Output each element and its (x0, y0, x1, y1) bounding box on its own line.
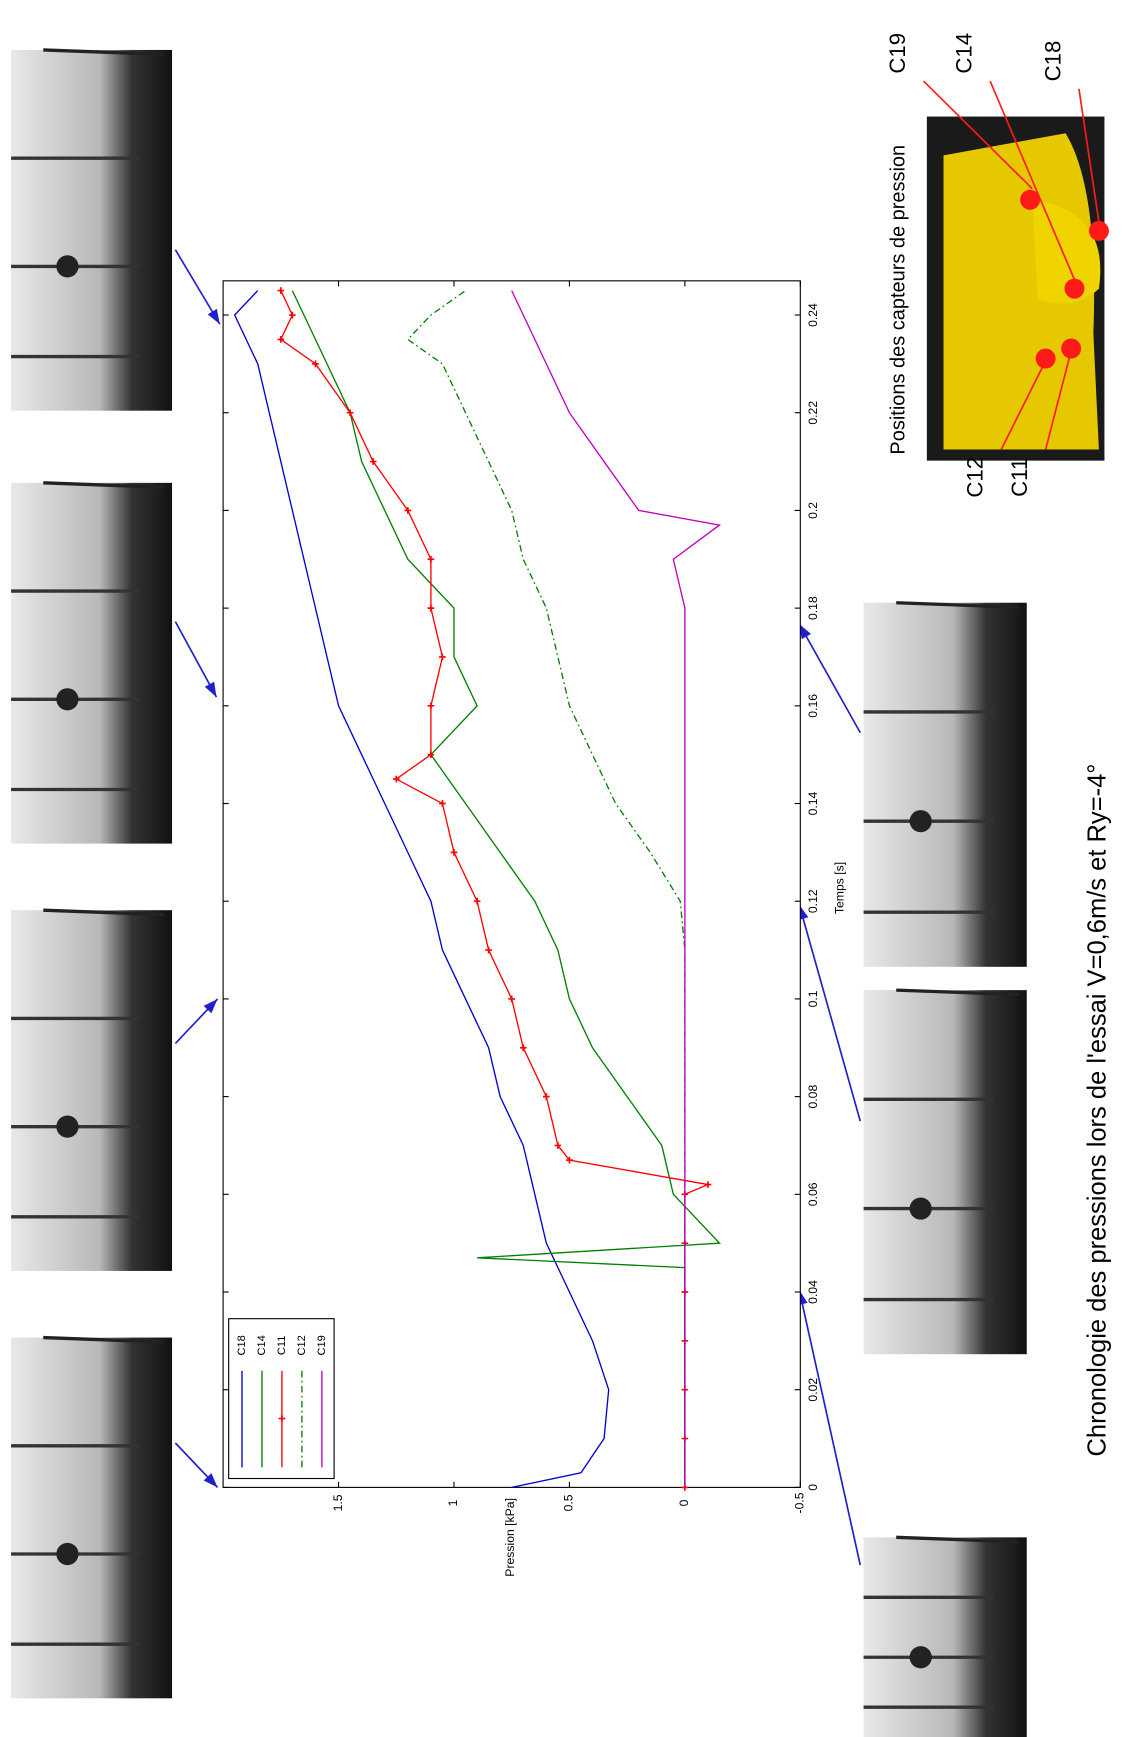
photo-target (56, 1543, 78, 1565)
legend-label: C19 (316, 1335, 328, 1355)
sensor-label: C11 (1007, 458, 1032, 497)
y-tick-label: 1 (446, 1499, 460, 1506)
x-tick-label: 0.16 (806, 694, 820, 718)
sensor-dot (1064, 279, 1084, 299)
figure: Positions des capteurs de pression Chron… (11, 33, 1112, 1737)
arrow-head (799, 624, 811, 639)
x-tick-label: 0.22 (806, 401, 820, 425)
sensor-label: C12 (963, 457, 988, 498)
x-tick-label: 0.06 (806, 1182, 820, 1206)
photo-target (56, 688, 78, 710)
x-tick-label: 0.02 (806, 1378, 820, 1402)
y-axis-label: Pression [kPa] (503, 1498, 517, 1577)
photo-target (910, 1646, 932, 1668)
legend-label: C12 (296, 1335, 308, 1355)
legend-label: C18 (236, 1335, 248, 1355)
x-tick-label: 0.18 (806, 596, 820, 620)
x-tick-label: 0.2 (806, 502, 820, 519)
photo-target (56, 255, 78, 277)
sensor-label: C19 (885, 33, 910, 74)
photo-target (910, 810, 932, 832)
x-tick-label: 0.14 (806, 791, 820, 815)
x-tick-label: 0 (806, 1484, 820, 1491)
sensor-dot (1061, 339, 1081, 359)
page: Positions des capteurs de pression Chron… (0, 0, 1144, 1737)
y-tick-label: 0.5 (562, 1494, 576, 1511)
y-tick-label: 0 (677, 1499, 691, 1506)
arrow-head (208, 309, 220, 324)
legend-label: C14 (256, 1335, 268, 1355)
x-axis-label: Temps [s] (832, 862, 846, 914)
chart-title: Chronologie des pressions lors de l'essa… (1084, 764, 1112, 1457)
photo-target (910, 1197, 932, 1219)
photo-caption: Positions des capteurs de pression (887, 145, 909, 455)
y-tick-label: 1.5 (331, 1494, 345, 1511)
plot-frame (223, 281, 800, 1488)
x-tick-label: 0.08 (806, 1085, 820, 1109)
arrow-head (205, 682, 217, 697)
sensor-label: C18 (1040, 41, 1065, 82)
sensor-label: C14 (952, 33, 977, 74)
x-tick-label: 0.04 (806, 1280, 820, 1304)
x-tick-label: 0.24 (806, 303, 820, 327)
y-tick-label: -0.5 (793, 1492, 807, 1513)
sensor-dot (1089, 221, 1109, 241)
sensor-dot (1036, 349, 1056, 369)
arrow (799, 1290, 860, 1565)
legend-label: C11 (276, 1336, 288, 1356)
x-tick-label: 0.1 (806, 990, 820, 1007)
photo-target (56, 1116, 78, 1138)
x-tick-label: 0.12 (806, 889, 820, 913)
